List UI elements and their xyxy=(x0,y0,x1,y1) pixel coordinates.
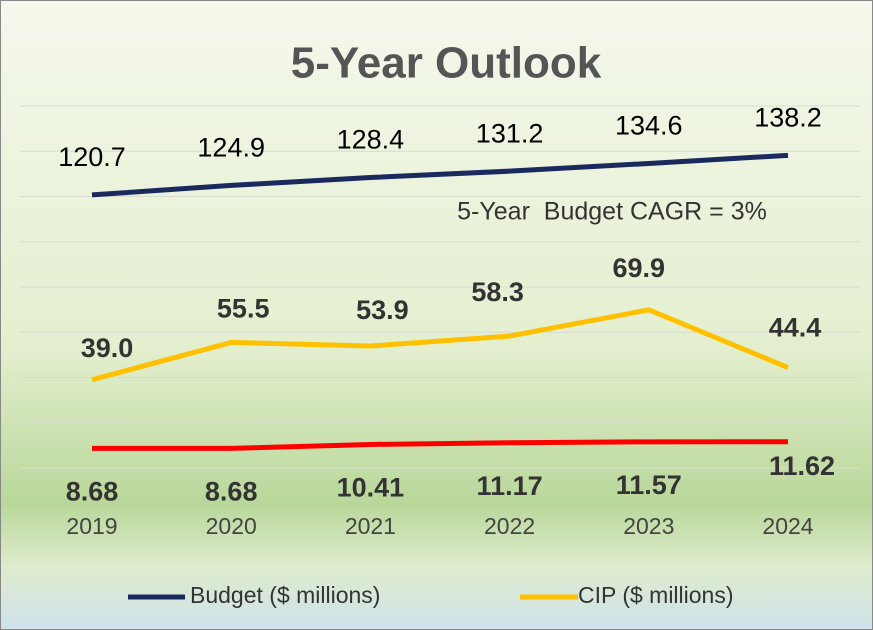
legend-label: Budget ($ millions) xyxy=(190,582,380,608)
data-label: 8.68 xyxy=(205,476,258,506)
line xyxy=(92,439,789,451)
data-label: 134.6 xyxy=(615,111,683,141)
line xyxy=(91,307,789,383)
x-tick-label: 2022 xyxy=(484,513,535,539)
data-label: 39.0 xyxy=(81,333,134,363)
data-label: 11.62 xyxy=(769,451,835,481)
data-label: 58.3 xyxy=(471,277,524,307)
data-label: 11.17 xyxy=(477,471,543,501)
data-label: 11.57 xyxy=(616,470,682,500)
annotation: 5-Year Budget CAGR = 3% xyxy=(457,198,767,226)
data-label: 10.41 xyxy=(337,473,405,503)
data-label: 131.2 xyxy=(476,118,544,148)
x-tick-label: 2023 xyxy=(623,513,674,539)
chart-title: 5-Year Outlook xyxy=(291,39,602,88)
data-label: 8.68 xyxy=(66,476,119,506)
data-label: 55.5 xyxy=(217,294,270,324)
data-label: 138.2 xyxy=(754,102,822,132)
data-label: 124.9 xyxy=(197,133,265,163)
x-tick-label: 2019 xyxy=(66,513,117,539)
data-label: 69.9 xyxy=(613,253,666,283)
data-label: 120.7 xyxy=(58,142,126,172)
x-tick-label: 2024 xyxy=(762,513,813,539)
x-tick-label: 2021 xyxy=(345,513,396,539)
line xyxy=(91,152,789,198)
legend-label: CIP ($ millions) xyxy=(578,582,734,608)
data-label: 53.9 xyxy=(356,295,409,325)
data-label: 44.4 xyxy=(769,313,822,343)
x-tick-label: 2020 xyxy=(206,513,257,539)
data-label: 128.4 xyxy=(337,125,405,155)
